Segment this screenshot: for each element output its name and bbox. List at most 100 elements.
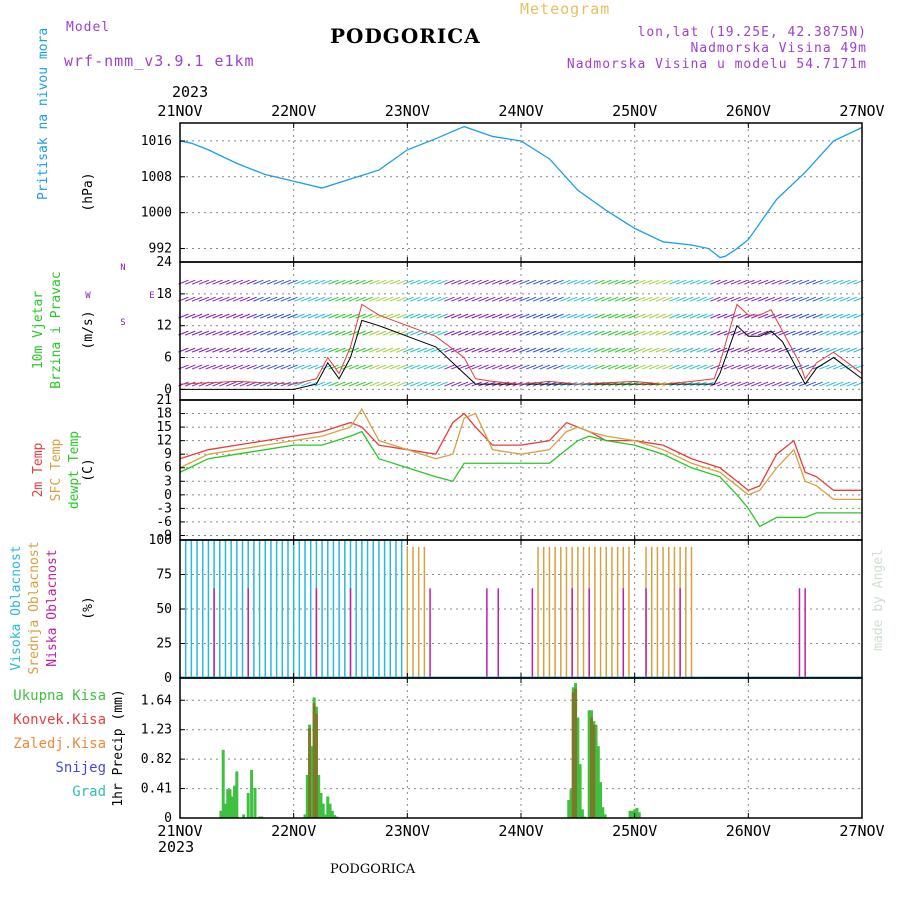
wind-barb [253, 347, 264, 353]
wind-side-label-1: 10m Vjetar [31, 291, 46, 369]
wind-barb [328, 347, 339, 353]
wind-barb [396, 381, 407, 387]
wind-barb [430, 330, 441, 336]
precip-bar [637, 812, 641, 818]
wind-barb [832, 313, 844, 319]
wind-barb [710, 330, 721, 336]
wind-barb [717, 347, 728, 353]
wind-barb [669, 313, 680, 319]
cloud-side-label: Srednja Oblacnost [27, 541, 42, 674]
wind-barb [526, 364, 537, 370]
wind-barb [471, 330, 482, 336]
wind-barb [321, 279, 332, 285]
wind-barb [798, 330, 810, 336]
wind-barb [812, 330, 823, 336]
wind-barb [314, 279, 325, 285]
wind-barb [491, 330, 503, 336]
wind-barb [423, 279, 435, 285]
wind-barb [635, 313, 646, 319]
wind-barb [369, 279, 380, 285]
wind-barb [641, 296, 653, 302]
wind-barb [839, 381, 851, 387]
wind-barb [191, 330, 203, 336]
y-tick-label: 6 [164, 351, 172, 366]
wind-barb [744, 364, 755, 370]
wind-barb [321, 347, 332, 353]
wind-barb [328, 279, 339, 285]
precip-bar [603, 814, 607, 818]
wind-barb [560, 364, 571, 370]
wind-barb [328, 364, 339, 370]
wind-barb [730, 364, 742, 370]
y-tick-label: 100 [149, 533, 172, 548]
wind-barb [239, 279, 250, 285]
wind-barb [764, 381, 776, 387]
wind-barb [287, 313, 298, 319]
wind-barb [376, 381, 387, 387]
wind-barb [191, 364, 203, 370]
x-tick-label-bottom: 22NOV [271, 822, 316, 840]
wind-barb [355, 381, 366, 387]
wind-barb [478, 313, 489, 319]
precip-bar [323, 814, 327, 818]
wind-barb [376, 364, 387, 370]
wind-barb [416, 347, 428, 353]
wind-barb [341, 279, 353, 285]
wind-barb [635, 296, 646, 302]
wind-barb [335, 330, 346, 336]
wind-barb [457, 347, 469, 353]
x-tick-label-bottom: 27NOV [839, 822, 884, 840]
wind-barb [580, 347, 591, 353]
y-tick-label: 75 [156, 568, 172, 583]
compass-e: E [149, 291, 154, 301]
wind-barb [846, 381, 857, 387]
wind-barb [355, 347, 366, 353]
precip-bar [592, 724, 596, 818]
wind-barb [553, 364, 564, 370]
wind-barb [566, 347, 578, 353]
wind-barb [464, 279, 476, 285]
wind-barb [328, 313, 339, 319]
wind-barb [703, 279, 714, 285]
wind-barb [798, 381, 810, 387]
wind-barb [594, 296, 605, 302]
wind-barb [307, 296, 319, 302]
wind-barb [355, 364, 366, 370]
wind-barb [621, 279, 632, 285]
wind-barb [580, 313, 591, 319]
wind-barb [423, 381, 435, 387]
wind-barb [669, 296, 680, 302]
wind-barb [723, 296, 735, 302]
wind-barb [730, 296, 742, 302]
wind-barb [307, 347, 319, 353]
wind-barb [239, 330, 250, 336]
wind-barb [566, 313, 578, 319]
wind-barb [641, 330, 653, 336]
wind-barb [185, 347, 196, 353]
wind-barb [607, 330, 619, 336]
wind-barb [464, 296, 476, 302]
wind-barb [348, 313, 360, 319]
wind-barb [566, 364, 578, 370]
precip-bar [596, 746, 600, 818]
wind-barb [546, 330, 557, 336]
x-tick-label-bottom: 26NOV [726, 822, 771, 840]
wind-barb [580, 279, 591, 285]
wind-barb [396, 313, 407, 319]
wind-barb [607, 364, 619, 370]
wind-barb [280, 313, 291, 319]
precip-bar [314, 713, 318, 818]
cloud-unit: (%) [81, 596, 96, 619]
wind-barb [253, 279, 264, 285]
precip-bar [319, 792, 323, 818]
y-tick-label: -6 [156, 515, 172, 530]
wind-barb [451, 330, 462, 336]
wind-barb [232, 296, 244, 302]
wind-barb [553, 313, 564, 319]
wind-barb [689, 347, 701, 353]
wind-barb [703, 364, 714, 370]
y-tick-label: 12 [156, 319, 172, 334]
wind-barb [341, 364, 353, 370]
precip-bar [303, 814, 307, 818]
wind-barb [464, 330, 476, 336]
